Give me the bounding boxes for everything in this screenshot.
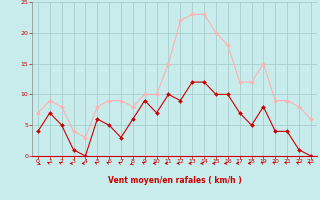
X-axis label: Vent moyen/en rafales ( km/h ): Vent moyen/en rafales ( km/h ) [108, 176, 241, 185]
